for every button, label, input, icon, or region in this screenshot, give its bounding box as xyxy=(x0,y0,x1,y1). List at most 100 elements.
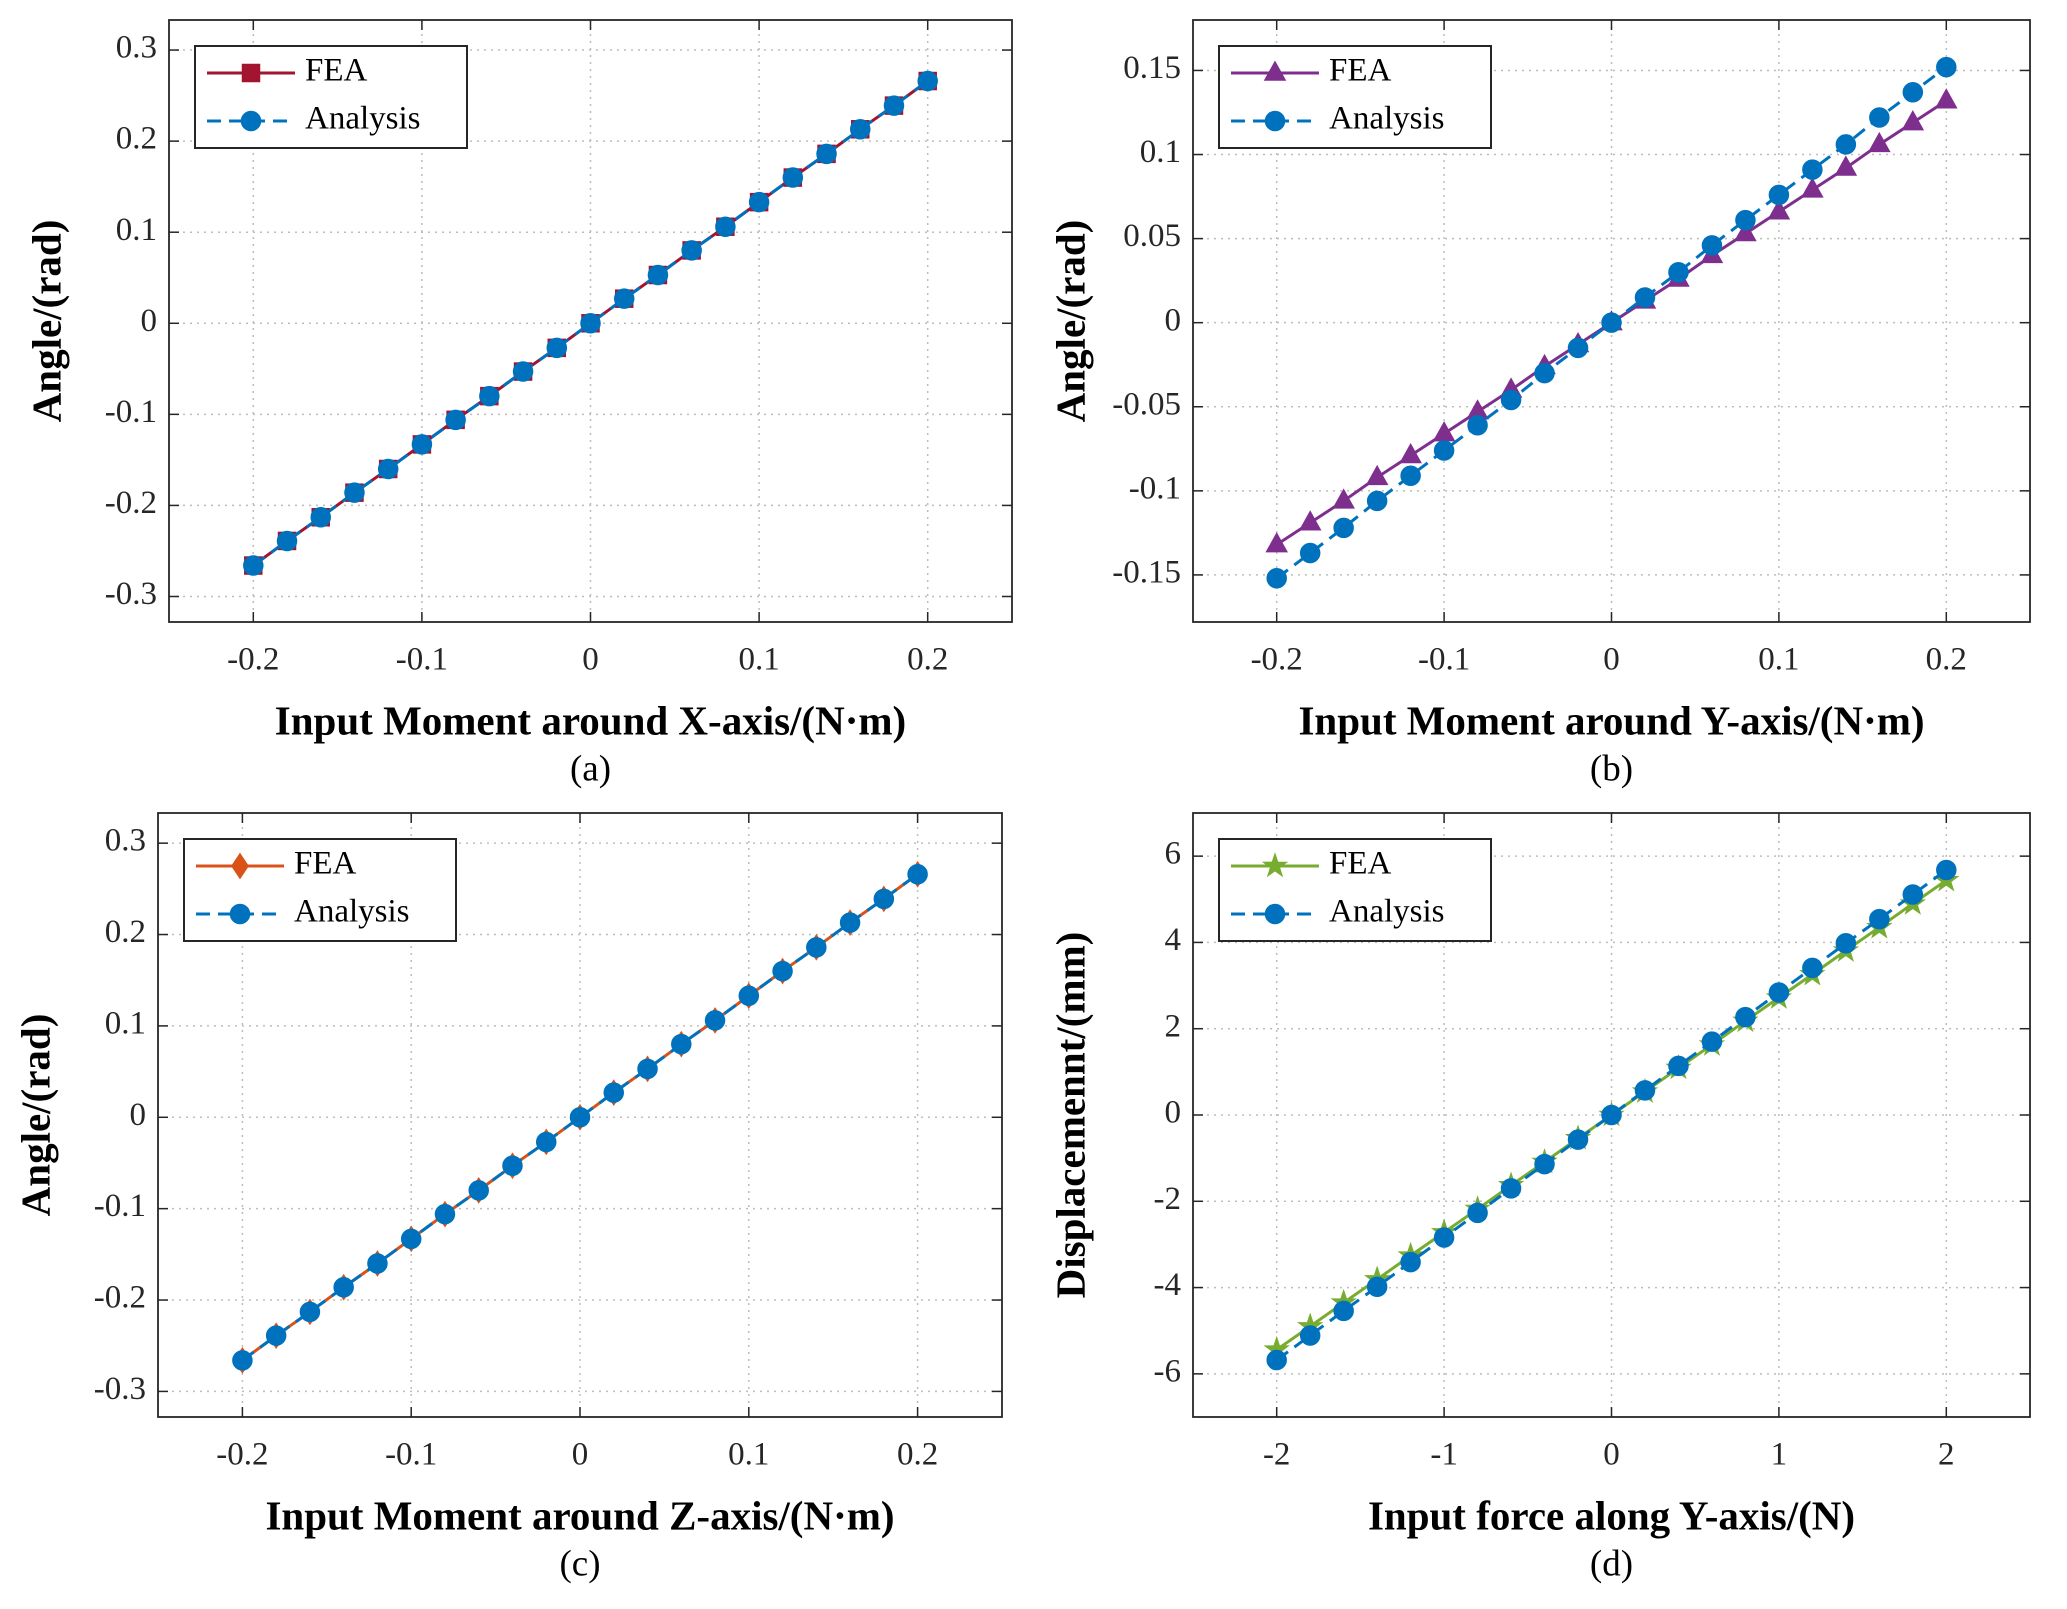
legend-marker xyxy=(1264,903,1286,925)
axes-box xyxy=(1192,812,2031,1418)
y-tick-label: -4 xyxy=(1154,1267,1182,1303)
marker xyxy=(883,95,905,116)
marker xyxy=(1567,1129,1589,1150)
x-tick-label: 0 xyxy=(1603,1437,1620,1473)
legend-marker xyxy=(229,903,251,925)
marker xyxy=(569,1107,591,1128)
legend-label: FEA xyxy=(305,53,368,89)
marker xyxy=(512,361,534,382)
y-tick-label: -0.3 xyxy=(94,1371,146,1407)
marker xyxy=(748,191,770,213)
y-tick-label: 0.2 xyxy=(105,914,146,950)
marker xyxy=(400,1228,422,1250)
marker xyxy=(1433,1227,1455,1248)
marker xyxy=(1333,1300,1354,1322)
marker xyxy=(738,985,760,1007)
marker xyxy=(1299,1325,1321,1346)
marker xyxy=(782,167,804,188)
marker xyxy=(1400,1251,1421,1273)
marker xyxy=(1735,1006,1756,1028)
y-axis-label: Displacemennt/(mm) xyxy=(1047,932,1093,1299)
legend-label: Analysis xyxy=(1329,894,1445,930)
y-tick-label: -2 xyxy=(1154,1181,1182,1217)
marker xyxy=(1399,442,1422,464)
x-tick-label: 0.1 xyxy=(738,642,779,678)
y-tick-label: 0 xyxy=(130,1097,147,1133)
x-tick-label: 0 xyxy=(1603,642,1620,678)
caption: (a) xyxy=(570,748,611,789)
marker xyxy=(1902,884,1924,905)
marker xyxy=(1534,1153,1555,1175)
marker xyxy=(367,1253,388,1274)
x-tick-label: -0.2 xyxy=(227,642,279,678)
legend-label: Analysis xyxy=(1329,101,1445,137)
marker xyxy=(310,507,331,528)
legend-label: FEA xyxy=(1329,846,1392,882)
y-tick-label: -0.1 xyxy=(105,394,157,430)
marker xyxy=(1701,235,1723,256)
marker xyxy=(243,555,264,576)
marker xyxy=(637,1058,658,1080)
x-tick-label: 0.1 xyxy=(1758,642,1799,678)
y-tick-label: 6 xyxy=(1165,836,1182,872)
legend-marker xyxy=(240,110,262,132)
marker xyxy=(546,337,568,359)
y-axis-label: Angle/(rad) xyxy=(1047,220,1093,423)
marker xyxy=(1835,134,1857,155)
y-tick-label: 0.1 xyxy=(116,212,157,248)
marker xyxy=(1365,464,1389,486)
y-tick-label: -6 xyxy=(1154,1353,1182,1389)
x-tick-label: -0.1 xyxy=(1418,642,1470,678)
y-tick-label: -0.3 xyxy=(105,576,157,612)
marker xyxy=(816,143,837,165)
marker xyxy=(1802,957,1823,979)
marker xyxy=(1601,312,1622,333)
marker xyxy=(1634,287,1656,308)
marker xyxy=(1802,159,1823,180)
marker xyxy=(434,1203,456,1225)
legend-marker xyxy=(241,63,261,83)
marker xyxy=(1834,155,1858,176)
marker xyxy=(1801,177,1824,198)
x-tick-label: 2 xyxy=(1938,1437,1955,1473)
marker xyxy=(265,1325,287,1346)
axes-box xyxy=(1192,19,2031,623)
marker xyxy=(806,937,827,958)
marker xyxy=(1433,440,1455,461)
marker xyxy=(715,216,736,237)
y-tick-label: 2 xyxy=(1165,1008,1182,1044)
marker xyxy=(299,1301,321,1323)
marker xyxy=(1902,82,1924,103)
marker xyxy=(1835,933,1857,954)
marker xyxy=(1266,568,1287,589)
y-tick-label: -0.2 xyxy=(94,1280,146,1316)
marker xyxy=(1467,1202,1488,1224)
y-axis-label: Angle/(rad) xyxy=(23,220,69,423)
y-tick-label: -0.05 xyxy=(1112,386,1181,422)
y-tick-label: 0 xyxy=(141,303,158,339)
x-tick-label: 1 xyxy=(1771,1437,1788,1473)
marker xyxy=(1869,908,1890,930)
marker xyxy=(411,434,433,455)
legend-marker xyxy=(231,852,249,880)
y-tick-label: 0.3 xyxy=(116,30,157,66)
marker xyxy=(580,313,601,334)
legend-label: Analysis xyxy=(305,101,421,137)
marker xyxy=(502,1155,523,1176)
y-tick-label: 4 xyxy=(1165,922,1182,958)
marker xyxy=(907,863,928,885)
marker xyxy=(1901,110,1925,131)
legend-marker xyxy=(1264,110,1286,132)
marker xyxy=(873,888,895,910)
marker xyxy=(535,1131,557,1153)
marker xyxy=(1333,517,1354,539)
marker xyxy=(479,385,500,407)
marker xyxy=(1869,107,1890,128)
x-tick-label: 0.2 xyxy=(1926,642,1967,678)
x-axis-label: Input Moment around Y-axis/(N·m) xyxy=(1298,697,1924,743)
marker xyxy=(850,119,871,140)
marker xyxy=(1734,221,1757,242)
axes-box xyxy=(157,812,1003,1418)
